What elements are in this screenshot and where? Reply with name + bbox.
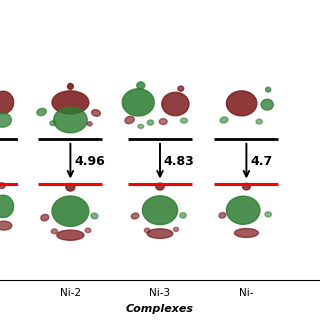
Ellipse shape [57,230,84,240]
Ellipse shape [180,118,188,123]
Ellipse shape [159,119,167,124]
Ellipse shape [173,227,179,232]
Ellipse shape [144,228,150,233]
Ellipse shape [92,110,100,116]
Ellipse shape [52,91,89,114]
Ellipse shape [0,183,5,188]
Ellipse shape [137,82,145,89]
Ellipse shape [66,183,75,191]
Ellipse shape [52,196,89,227]
Text: 4.7: 4.7 [250,155,273,168]
Ellipse shape [227,91,257,116]
Ellipse shape [0,113,12,127]
Ellipse shape [131,213,139,219]
Ellipse shape [50,121,56,126]
Ellipse shape [68,84,73,89]
Ellipse shape [0,195,14,218]
Text: Ni-: Ni- [239,288,254,298]
Ellipse shape [219,212,226,218]
Ellipse shape [147,229,173,238]
Ellipse shape [87,122,92,126]
Ellipse shape [41,214,49,221]
Text: 4.96: 4.96 [74,155,105,168]
Ellipse shape [142,196,178,225]
Ellipse shape [243,183,250,190]
Ellipse shape [54,107,87,133]
Ellipse shape [227,196,260,224]
Ellipse shape [138,124,144,129]
Text: Ni-3: Ni-3 [149,288,171,298]
Ellipse shape [85,228,91,233]
Text: Complexes: Complexes [126,304,194,314]
Ellipse shape [178,86,184,91]
Text: Ni-2: Ni-2 [60,288,81,298]
Ellipse shape [125,116,134,124]
Ellipse shape [220,117,228,123]
Ellipse shape [122,89,154,116]
Ellipse shape [156,183,164,190]
Ellipse shape [37,108,46,116]
Ellipse shape [256,119,262,124]
Ellipse shape [234,228,259,237]
Text: 4.83: 4.83 [164,155,195,168]
Ellipse shape [261,99,273,110]
Ellipse shape [180,213,186,218]
Ellipse shape [265,212,271,217]
Ellipse shape [0,91,14,114]
Ellipse shape [0,221,12,230]
Ellipse shape [147,120,154,125]
Ellipse shape [162,92,189,116]
Ellipse shape [266,87,271,92]
Ellipse shape [51,229,58,234]
Ellipse shape [91,213,98,219]
